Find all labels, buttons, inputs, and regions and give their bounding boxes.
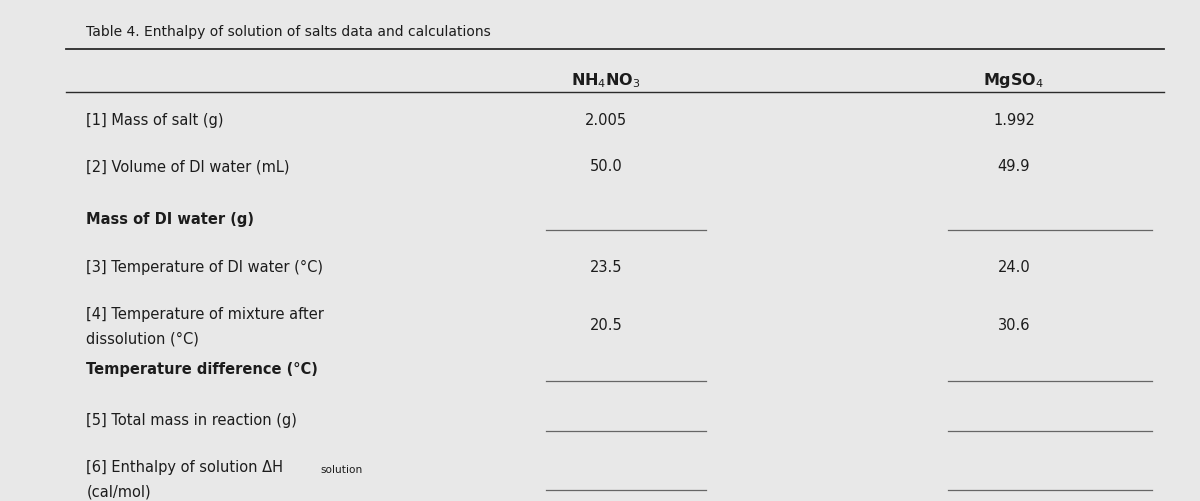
Text: 49.9: 49.9 — [997, 159, 1031, 174]
Text: [1] Mass of salt (g): [1] Mass of salt (g) — [86, 113, 224, 128]
Text: (cal/mol): (cal/mol) — [86, 483, 151, 498]
Text: dissolution (°C): dissolution (°C) — [86, 331, 199, 346]
Text: Table 4. Enthalpy of solution of salts data and calculations: Table 4. Enthalpy of solution of salts d… — [86, 25, 491, 39]
Text: Mass of DI water (g): Mass of DI water (g) — [86, 211, 254, 226]
Text: MgSO$_4$: MgSO$_4$ — [984, 71, 1044, 90]
Text: 1.992: 1.992 — [994, 113, 1034, 128]
Text: 50.0: 50.0 — [589, 159, 623, 174]
Text: 23.5: 23.5 — [589, 259, 623, 274]
Text: 2.005: 2.005 — [584, 113, 628, 128]
Text: 30.6: 30.6 — [997, 318, 1031, 333]
Text: 20.5: 20.5 — [589, 318, 623, 333]
Text: Temperature difference (°C): Temperature difference (°C) — [86, 362, 318, 377]
Text: [4] Temperature of mixture after: [4] Temperature of mixture after — [86, 307, 324, 322]
Text: [6] Enthalpy of solution ΔH: [6] Enthalpy of solution ΔH — [86, 459, 283, 474]
Text: [2] Volume of DI water (mL): [2] Volume of DI water (mL) — [86, 159, 290, 174]
Text: [3] Temperature of DI water (°C): [3] Temperature of DI water (°C) — [86, 259, 324, 274]
Text: 24.0: 24.0 — [997, 259, 1031, 274]
Text: NH$_4$NO$_3$: NH$_4$NO$_3$ — [571, 71, 641, 90]
Text: [5] Total mass in reaction (g): [5] Total mass in reaction (g) — [86, 412, 298, 427]
Text: solution: solution — [320, 464, 362, 474]
